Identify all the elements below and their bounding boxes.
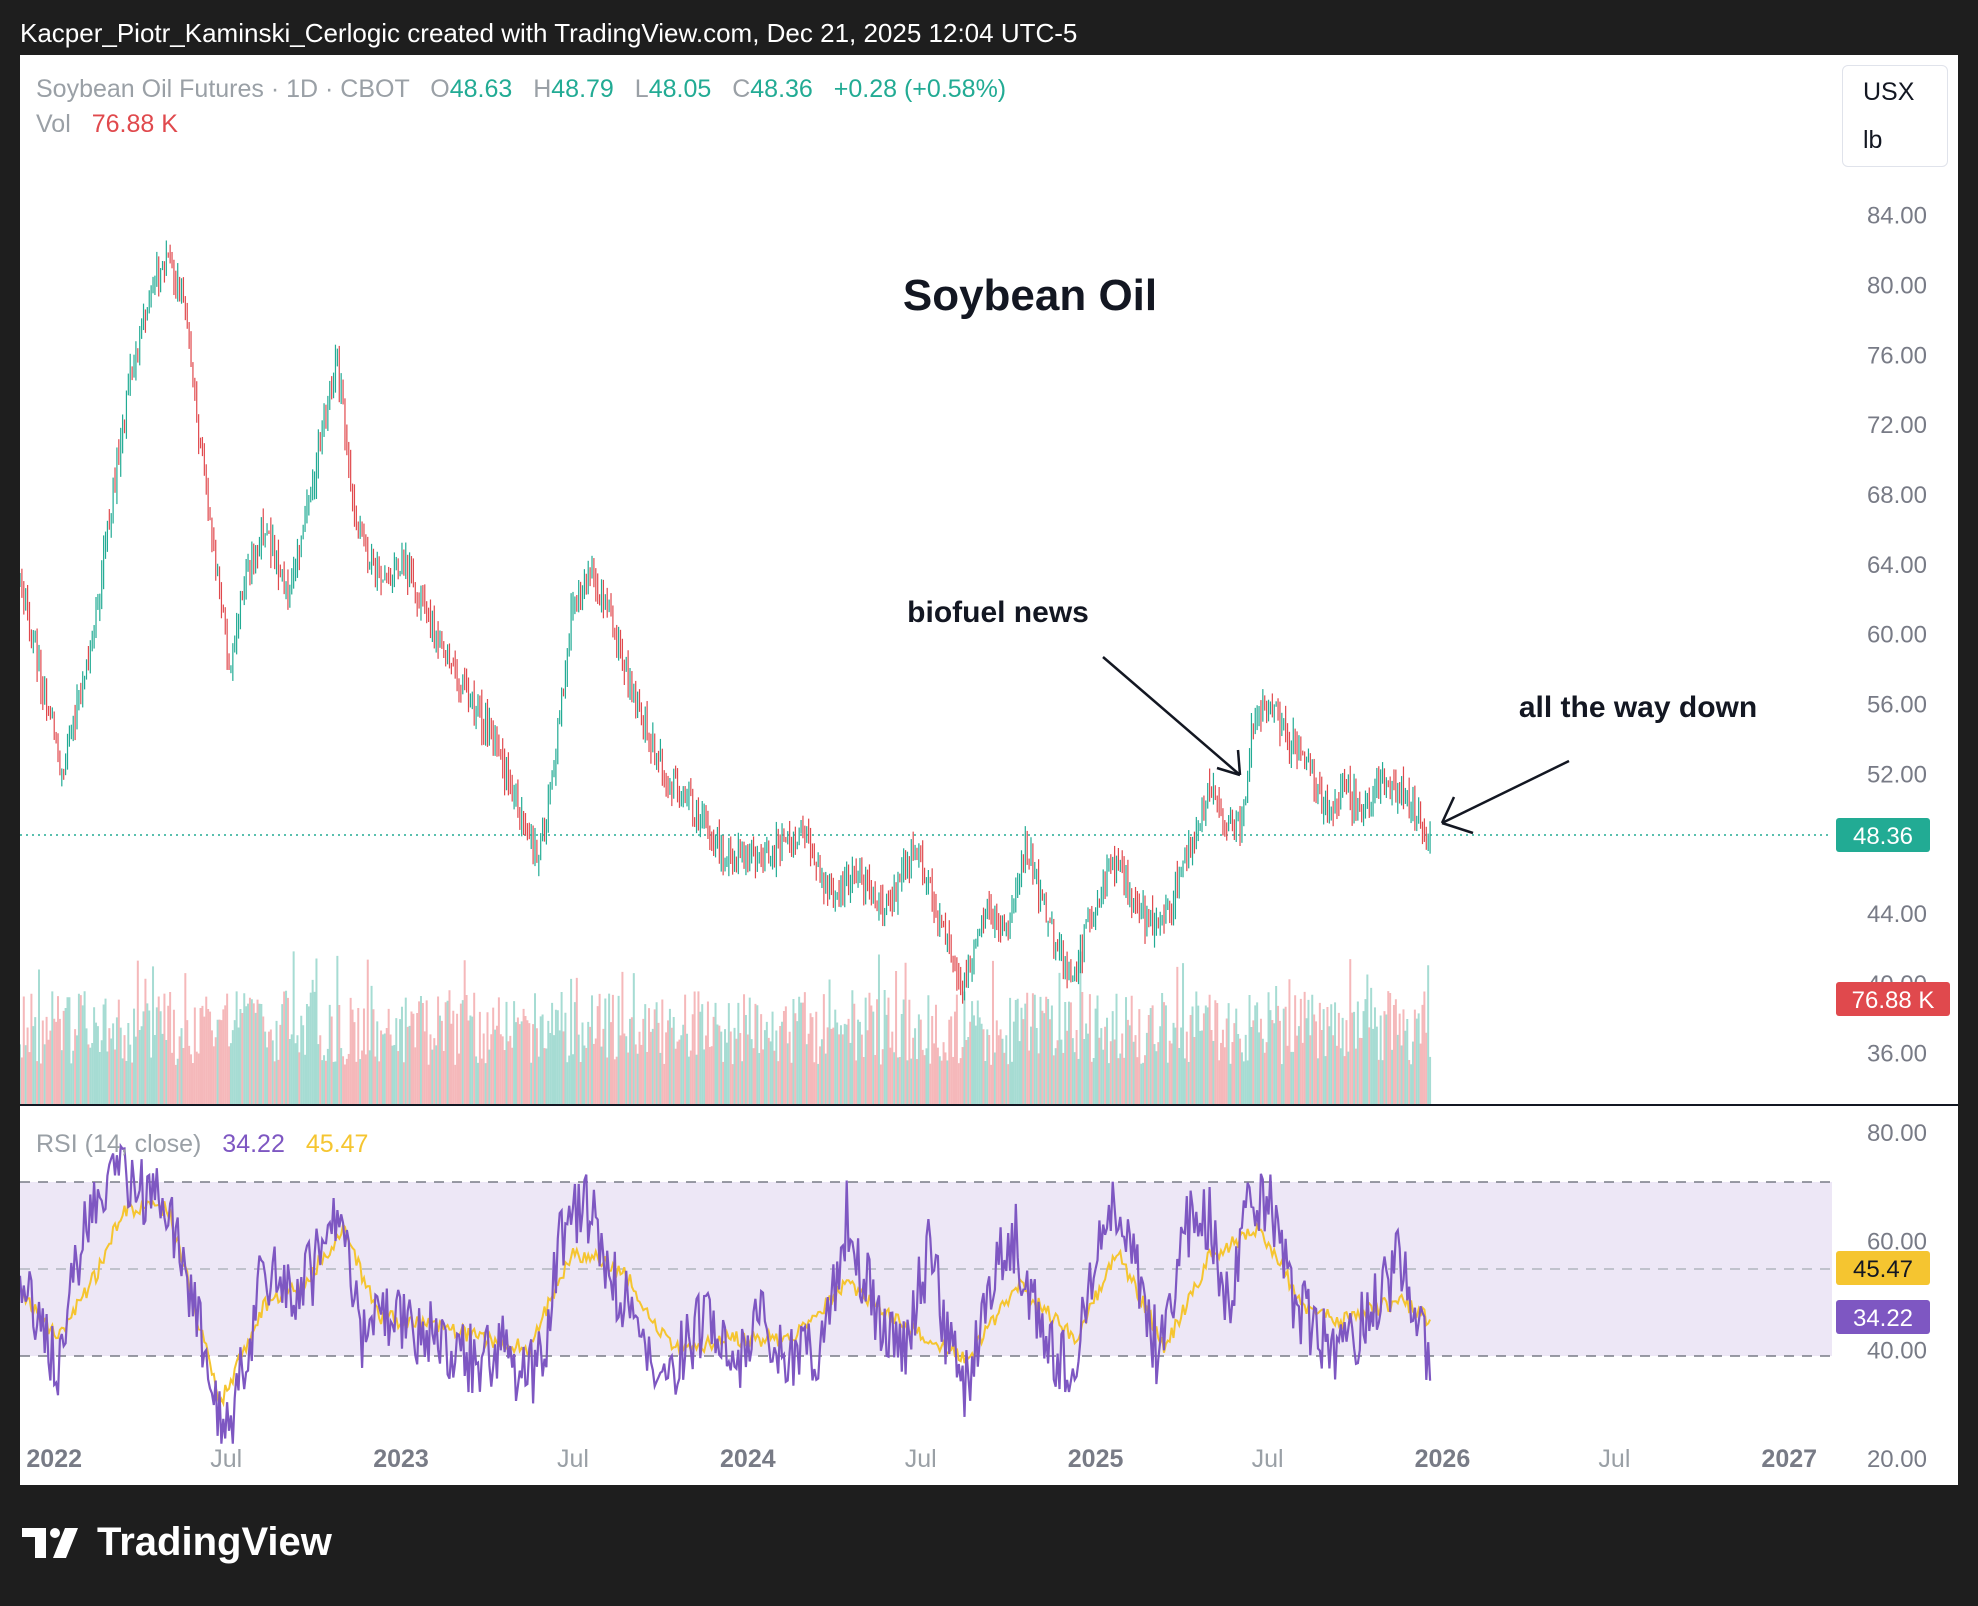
close-value: 48.36: [750, 75, 813, 103]
price-chart[interactable]: 84.00 80.00 76.00 72.00 68.00 64.00 60.00 56.00…: [20, 55, 1958, 1485]
rsi-ma-badge-label: 45.47: [1853, 1256, 1913, 1283]
rsi-label: RSI (14, close): [36, 1130, 202, 1158]
time-tick-label: 2027: [1761, 1445, 1817, 1473]
low-label: L: [634, 75, 649, 103]
time-tick-label: 2026: [1415, 1445, 1471, 1473]
annotation-biofuel-news: biofuel news: [907, 596, 1089, 629]
time-tick-label: 2023: [373, 1445, 429, 1473]
time-axis: 2022 Jul 2023 Jul 2024 Jul 2025 Jul 2026 Jul 2027: [26, 1445, 1817, 1473]
high-value: 48.79: [551, 75, 614, 103]
time-tick-label: 2024: [720, 1445, 776, 1473]
price-tick-label: 44.00: [1867, 901, 1927, 928]
candles: [20, 240, 1431, 1004]
rsi-tick-label: 20.00: [1867, 1446, 1927, 1473]
volume-badge-label: 76.88 K: [1852, 987, 1935, 1014]
chart-attribution: Kacper_Piotr_Kaminski_Cerlogic created w…: [20, 18, 1078, 48]
rsi-badge-label: 34.22: [1853, 1305, 1913, 1332]
price-tick-label: 36.00: [1867, 1041, 1927, 1068]
time-tick-label: 2022: [26, 1445, 82, 1473]
unit-label[interactable]: lb: [1863, 126, 1883, 154]
last-price-badge: [1836, 818, 1930, 852]
open-value: 48.63: [449, 75, 513, 103]
rsi-tick-label: 40.00: [1867, 1337, 1927, 1364]
time-tick-label: Jul: [905, 1445, 937, 1473]
rsi-tick-label: 80.00: [1867, 1120, 1927, 1147]
price-tick-label: 68.00: [1867, 482, 1927, 509]
chart-panel[interactable]: 84.00 80.00 76.00 72.00 68.00 64.00 60.00 56.00…: [20, 55, 1958, 1485]
ohlc-legend[interactable]: Soybean Oil Futures · 1D · CBOT O48.63 H…: [36, 75, 1006, 104]
volume-badge: [1836, 982, 1950, 1016]
time-tick-label: Jul: [1598, 1445, 1630, 1473]
rsi-ma-badge: [1836, 1251, 1930, 1285]
volume-legend[interactable]: Vol 76.88 K: [36, 110, 178, 139]
time-tick-label: Jul: [210, 1445, 242, 1473]
tradingview-wordmark: TradingView: [97, 1520, 332, 1564]
price-axis: 84.00 80.00 76.00 72.00 68.00 64.00 60.00 56.00…: [1867, 203, 1927, 1068]
time-tick-label: 2025: [1068, 1445, 1124, 1473]
vol-value: 76.88 K: [91, 110, 178, 138]
low-value: 48.05: [648, 75, 712, 103]
high-label: H: [533, 75, 552, 103]
chart-annotation-title: Soybean Oil: [903, 271, 1157, 320]
rsi-line: [20, 1142, 1432, 1444]
time-tick-label: Jul: [1252, 1445, 1284, 1473]
volume-bars: [20, 951, 1432, 1105]
arrow-all-the-way-down: [1440, 759, 1570, 835]
price-tick-label: 80.00: [1867, 273, 1927, 300]
rsi-ma-value: 45.47: [305, 1130, 369, 1158]
price-tick-label: 84.00: [1867, 203, 1927, 230]
tradingview-logo-icon: [22, 1528, 78, 1558]
close-label: C: [732, 75, 751, 103]
price-tick-label: 56.00: [1867, 692, 1927, 719]
rsi-value: 34.22: [222, 1130, 285, 1158]
annotation-all-the-way-down: all the way down: [1519, 691, 1757, 724]
price-tick-label: 64.00: [1867, 552, 1927, 579]
currency-label[interactable]: USX: [1863, 78, 1915, 106]
price-tick-label: 76.00: [1867, 342, 1927, 369]
change-value: +0.28 (+0.58%): [833, 75, 1007, 103]
rsi-badge: [1836, 1300, 1930, 1334]
vol-label: Vol: [36, 110, 71, 138]
price-tick-label: 60.00: [1867, 622, 1927, 649]
price-tick-label: 52.00: [1867, 761, 1927, 788]
last-price-badge-label: 48.36: [1853, 823, 1913, 850]
rsi-legend[interactable]: RSI (14, close) 34.22 45.47: [36, 1130, 368, 1159]
symbol-name[interactable]: Soybean Oil Futures · 1D · CBOT: [36, 75, 410, 103]
time-tick-label: Jul: [557, 1445, 589, 1473]
open-label: O: [430, 75, 450, 103]
currency-unit-selector[interactable]: USX lb: [1842, 65, 1948, 167]
price-tick-label: 72.00: [1867, 412, 1927, 439]
arrow-biofuel: [1102, 656, 1242, 777]
